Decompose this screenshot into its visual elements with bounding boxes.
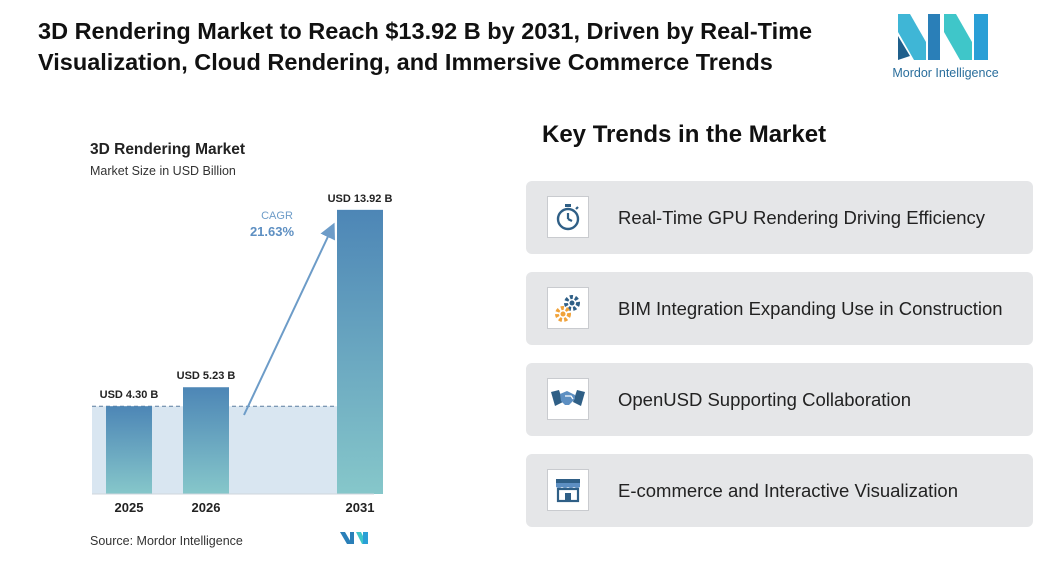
x-tick-label-2031: 2031 [346, 500, 375, 515]
key-trends-title: Key Trends in the Market [542, 121, 827, 148]
x-tick-label-2026: 2026 [192, 500, 221, 515]
handshake-icon [547, 378, 589, 420]
data-label-2025: USD 4.30 B [100, 389, 159, 401]
data-label-2031: USD 13.92 B [328, 193, 393, 205]
headline: 3D Rendering Market to Reach $13.92 B by… [38, 18, 813, 75]
trend-card-real-time-gpu: Real-Time GPU Rendering Driving Efficien… [526, 181, 1033, 254]
trend-card-openusd: OpenUSD Supporting Collaboration [526, 363, 1033, 436]
cagr-value: 21.63% [250, 224, 295, 239]
market-size-chart: 3D Rendering Market Market Size in USD B… [64, 120, 414, 558]
chart-source-logo-icon [340, 532, 368, 544]
x-tick-label-2025: 2025 [115, 500, 144, 515]
chart-source: Source: Mordor Intelligence [90, 534, 243, 548]
trend-card-ecommerce: E-commerce and Interactive Visualization [526, 454, 1033, 527]
cagr-arrow [243, 222, 335, 416]
storefront-icon [547, 469, 589, 511]
trend-label: BIM Integration Expanding Use in Constru… [618, 297, 1003, 319]
data-label-2026: USD 5.23 B [177, 370, 236, 382]
mordor-logo-mark-icon [898, 14, 988, 60]
bar-2025 [106, 406, 152, 494]
gears-icon [547, 287, 589, 329]
bar-2031 [337, 209, 383, 494]
stopwatch-icon [547, 196, 589, 238]
trend-card-bim-integration: BIM Integration Expanding Use in Constru… [526, 272, 1033, 345]
trend-label: E-commerce and Interactive Visualization [618, 479, 959, 501]
chart-subtitle: Market Size in USD Billion [90, 164, 236, 178]
cagr-label: CAGR [261, 210, 293, 222]
chart-title: 3D Rendering Market [90, 141, 245, 158]
trend-label: OpenUSD Supporting Collaboration [618, 388, 912, 410]
logo-text: Mordor Intelligence [892, 66, 999, 80]
mordor-intelligence-logo: Mordor Intelligence [888, 12, 1003, 84]
bar-2026 [183, 387, 229, 494]
bar-chart: 3D Rendering Market Market Size in USD B… [90, 141, 393, 548]
trend-label: Real-Time GPU Rendering Driving Efficien… [618, 206, 986, 228]
